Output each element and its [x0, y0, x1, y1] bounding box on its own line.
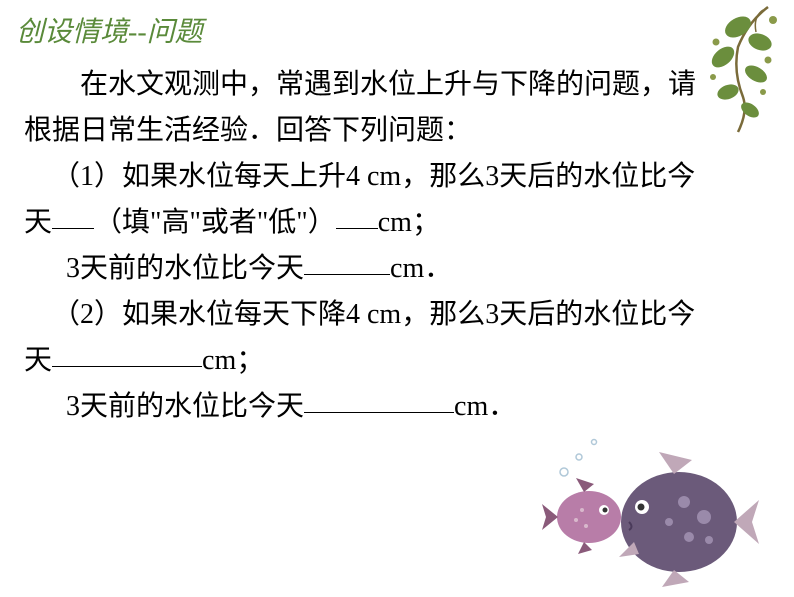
- q2-l2-unit: cm；: [202, 345, 264, 376]
- q2-l2-prefix: 天: [24, 345, 52, 376]
- q2-l3-unit: cm．: [454, 391, 516, 422]
- q1-l3-prefix: 3天前的水位比今天: [66, 253, 304, 284]
- big-fish-icon: [619, 452, 759, 587]
- q1-l2-unit: cm；: [378, 207, 440, 238]
- q1-l2-hint: （填"高"或者"低"）: [94, 207, 336, 238]
- intro-line2: 根据日常生活经验．回答下列问题：: [24, 108, 770, 154]
- q1-l3-unit: cm．: [390, 253, 452, 284]
- intro-line1: 在水文观测中，常遇到水位上升与下降的问题，请: [24, 62, 770, 108]
- content-body: 在水文观测中，常遇到水位上升与下降的问题，请 根据日常生活经验．回答下列问题： …: [24, 62, 770, 430]
- blank-q1c: [304, 274, 390, 275]
- q1-l2-prefix: 天: [24, 207, 52, 238]
- blank-q2b: [304, 412, 454, 413]
- q1-line1: （1）如果水位每天上升4 cm，那么3天后的水位比今: [24, 154, 770, 200]
- blank-q1a: [52, 228, 94, 229]
- small-fish-icon: [542, 478, 621, 554]
- q2-line2: 天 cm；: [24, 338, 770, 384]
- blank-q1b: [336, 228, 378, 229]
- q2-l3-prefix: 3天前的水位比今天: [66, 391, 304, 422]
- q1-line3: 3天前的水位比今天 cm．: [24, 246, 770, 292]
- blank-q2a: [52, 366, 202, 367]
- slide-title: 创设情境--问题: [16, 10, 203, 50]
- q1-line2: 天 （填"高"或者"低"） cm；: [24, 200, 770, 246]
- q2-line1: （2）如果水位每天下降4 cm，那么3天后的水位比今: [24, 292, 770, 338]
- fish-decoration: [534, 422, 764, 592]
